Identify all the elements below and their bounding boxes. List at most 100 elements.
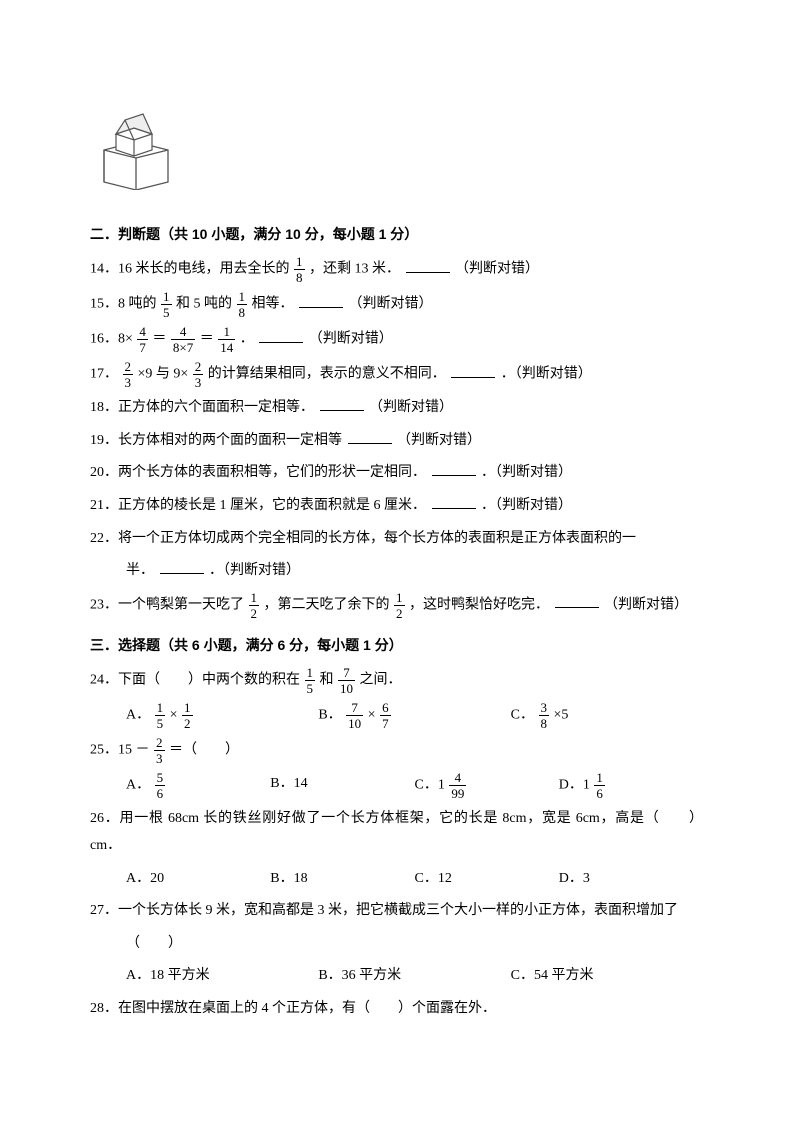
q14-text-a: 14．16 米长的电线，用去全长的 xyxy=(90,262,290,277)
q23-tail: （判断对错） xyxy=(604,597,688,612)
q24-optC-f1: 38 xyxy=(539,701,550,730)
q24-mid: 和 xyxy=(320,673,334,688)
q22-line1: 22．将一个正方体切成两个完全相同的长方体，每个长方体的表面积是正方体表面积的一 xyxy=(90,526,703,553)
q22-blank[interactable] xyxy=(160,559,204,574)
q20: 20．两个长方体的表面积相等，它们的形状一定相同． ．（判断对错） xyxy=(90,460,703,487)
q17-frac1: 23 xyxy=(123,360,134,389)
q16-text-b: ． xyxy=(240,332,254,347)
q24: 24．下面（ ）中两个数的积在 15 和 710 之间． xyxy=(90,666,703,695)
q16-frac3: 114 xyxy=(218,325,235,354)
q27-optC[interactable]: C．54 平方米 xyxy=(511,963,703,990)
cube-svg xyxy=(90,100,180,190)
q24-text-a: 24．下面（ ）中两个数的积在 xyxy=(90,673,300,688)
q18-tail: （判断对错） xyxy=(369,400,453,415)
q24-optA-label: A． xyxy=(126,708,150,723)
q21-text-a: 21．正方体的棱长是 1 厘米，它的表面积就是 6 厘米． xyxy=(90,498,426,513)
q17-frac2: 23 xyxy=(193,360,204,389)
q25-text-b: ＝（ ） xyxy=(169,743,239,758)
q15-text-a: 15．8 吨的 xyxy=(90,297,157,312)
q26-optB[interactable]: B．18 xyxy=(270,866,414,893)
q14-blank[interactable] xyxy=(406,258,450,273)
q23-blank[interactable] xyxy=(555,593,599,608)
q24-optB-label: B． xyxy=(318,708,341,723)
q25-optA-f: 56 xyxy=(155,771,166,800)
q20-blank[interactable] xyxy=(432,461,476,476)
q27-line1: 27．一个长方体长 9 米，宽和高都是 3 米，把它横截成三个大小一样的小正方体… xyxy=(90,898,703,925)
q25-optA-label: A． xyxy=(126,778,150,793)
q15-tail: （判断对错） xyxy=(349,297,433,312)
q24-optC[interactable]: C． 38 ×5 xyxy=(511,701,703,730)
q18-text-a: 18．正方体的六个面面积一定相等． xyxy=(90,400,314,415)
q24-text-b: 之间． xyxy=(360,673,402,688)
q16-text-a: 16．8× xyxy=(90,332,133,347)
q25: 25．15 － 23 ＝（ ） xyxy=(90,736,703,765)
q21-tail: ．（判断对错） xyxy=(481,498,572,513)
q16-frac1: 47 xyxy=(137,325,148,354)
q14-frac: 18 xyxy=(294,255,305,284)
q24-optB-x: × xyxy=(368,708,376,723)
q21-blank[interactable] xyxy=(432,494,476,509)
q15-text-c: 相等． xyxy=(252,297,294,312)
q19: 19．长方体相对的两个面的面积一定相等 （判断对错） xyxy=(90,428,703,455)
q23-text-b: ，第二天吃了余下的 xyxy=(264,597,390,612)
q20-tail: ．（判断对错） xyxy=(481,465,572,480)
q17: 17． 23 ×9 与 9× 23 的计算结果相同，表示的意义不相同． ．（判断… xyxy=(90,360,703,389)
q24-frac2: 710 xyxy=(338,666,355,695)
q23-frac1: 12 xyxy=(249,591,260,620)
q20-text-a: 20．两个长方体的表面积相等，它们的形状一定相同． xyxy=(90,465,426,480)
q26-optD[interactable]: D．3 xyxy=(559,866,703,893)
q24-frac1: 15 xyxy=(305,666,316,695)
q17-blank[interactable] xyxy=(451,363,495,378)
q22-text-a: 22．将一个正方体切成两个完全相同的长方体，每个长方体的表面积是正方体表面积的一 xyxy=(90,531,636,546)
q17-text-a: 17． xyxy=(90,367,118,382)
q16: 16．8× 47 ＝ 48×7 ＝ 114 ． （判断对错） xyxy=(90,325,703,354)
q22-text-b: 半． xyxy=(126,563,154,578)
q15-blank[interactable] xyxy=(299,293,343,308)
q25-options: A． 56 B．14 C．1 499 D．1 16 xyxy=(126,771,703,800)
q24-optA-f2: 12 xyxy=(182,701,193,730)
q14-text-b: ，还剩 13 米． xyxy=(309,262,400,277)
q25-optD[interactable]: D．1 16 xyxy=(559,771,703,800)
q23-text-c: ，这时鸭梨恰好吃完． xyxy=(409,597,549,612)
q25-optC[interactable]: C．1 499 xyxy=(415,771,559,800)
q17-text-b: ×9 与 9× xyxy=(138,367,189,382)
q24-optB[interactable]: B． 710 × 67 xyxy=(318,701,510,730)
q24-optB-f1: 710 xyxy=(346,701,363,730)
q25-optC-label: C．1 xyxy=(415,778,445,793)
q16-eq1: ＝ xyxy=(152,332,166,347)
q27-line2: （ ） xyxy=(126,931,703,958)
q25-optA[interactable]: A． 56 xyxy=(126,771,270,800)
q16-blank[interactable] xyxy=(259,328,303,343)
q28: 28．在图中摆放在桌面上的 4 个正方体，有（ ）个面露在外． xyxy=(90,996,703,1023)
q25-optD-f: 16 xyxy=(594,771,605,800)
q16-frac2: 48×7 xyxy=(171,325,195,354)
q26-optA[interactable]: A．20 xyxy=(126,866,270,893)
q15-frac2: 18 xyxy=(237,290,248,319)
q24-optA-x: × xyxy=(170,708,178,723)
q15-text-b: 和 5 吨的 xyxy=(176,297,232,312)
q16-tail: （判断对错） xyxy=(309,332,393,347)
section3-title: 三．选择题（共 6 小题，满分 6 分，每小题 1 分） xyxy=(90,632,703,659)
section2-title: 二．判断题（共 10 小题，满分 10 分，每小题 1 分） xyxy=(90,221,703,248)
q16-eq2: ＝ xyxy=(200,332,214,347)
q26-optC[interactable]: C．12 xyxy=(415,866,559,893)
q21: 21．正方体的棱长是 1 厘米，它的表面积就是 6 厘米． ．（判断对错） xyxy=(90,493,703,520)
q25-optB[interactable]: B．14 xyxy=(270,771,414,800)
q17-text-d: ．（判断对错） xyxy=(501,367,592,382)
q18-blank[interactable] xyxy=(320,396,364,411)
q25-optC-f: 499 xyxy=(449,771,466,800)
q14-tail: （判断对错） xyxy=(455,262,539,277)
q17-text-c: 的计算结果相同，表示的意义不相同． xyxy=(208,367,446,382)
q19-blank[interactable] xyxy=(348,429,392,444)
q25-frac: 23 xyxy=(154,736,165,765)
q15-frac1: 15 xyxy=(161,290,172,319)
q27-options: A．18 平方米 B．36 平方米 C．54 平方米 xyxy=(126,963,703,990)
q22-tail: ．（判断对错） xyxy=(209,563,300,578)
q25-optD-label: D．1 xyxy=(559,778,590,793)
q25-text-a: 25．15 － xyxy=(90,743,150,758)
q27-optA[interactable]: A．18 平方米 xyxy=(126,963,318,990)
q26-options: A．20 B．18 C．12 D．3 xyxy=(126,866,703,893)
q24-optC-label: C． xyxy=(511,708,534,723)
q24-optA[interactable]: A． 15 × 12 xyxy=(126,701,318,730)
q27-optB[interactable]: B．36 平方米 xyxy=(318,963,510,990)
